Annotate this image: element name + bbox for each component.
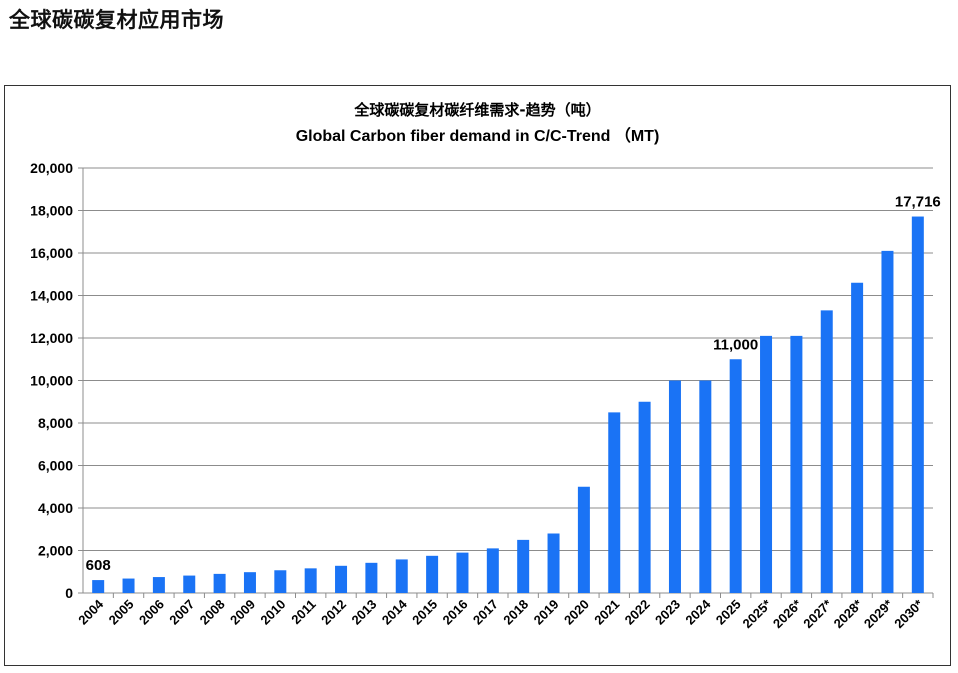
x-tick-label: 2022	[622, 597, 653, 628]
y-tick-label: 10,000	[30, 373, 73, 389]
x-tick-label: 2014	[379, 596, 411, 628]
y-tick-label: 8,000	[38, 415, 73, 431]
x-tick-label: 2013	[348, 597, 379, 628]
data-label: 11,000	[713, 336, 758, 353]
y-tick-label: 18,000	[30, 203, 73, 219]
x-tick-label: 2011	[288, 597, 319, 628]
x-tick-label: 2004	[75, 596, 107, 628]
x-tick-label: 2030*	[891, 596, 926, 631]
x-tick-label: 2017	[470, 597, 501, 628]
bar	[243, 572, 256, 593]
bar	[395, 559, 408, 593]
x-tick-label: 2012	[318, 597, 349, 628]
x-tick-label: 2020	[561, 597, 592, 628]
data-label: 608	[86, 557, 111, 574]
chart-subtitle: Global Carbon fiber demand in C/C-Trend …	[295, 128, 660, 145]
bar	[456, 552, 469, 593]
bar	[122, 578, 135, 593]
bar	[183, 575, 196, 593]
y-tick-label: 4,000	[38, 500, 73, 516]
bar	[304, 568, 317, 593]
x-tick-label: 2009	[227, 597, 258, 628]
x-tick-label: 2008	[197, 597, 228, 628]
x-tick-label: 2007	[166, 597, 197, 628]
chart-title: 全球碳碳复材碳纤维需求-趋势（吨）	[354, 101, 601, 119]
x-tick-label: 2015	[409, 597, 440, 628]
bar	[92, 580, 105, 593]
bar	[274, 570, 287, 593]
x-tick-label: 2010	[257, 597, 288, 628]
bar	[152, 577, 165, 593]
page-heading: 全球碳碳复材应用市场	[9, 8, 224, 32]
y-tick-label: 16,000	[30, 245, 73, 261]
bar	[881, 250, 894, 593]
y-tick-label: 20,000	[30, 160, 73, 176]
bar	[638, 401, 651, 593]
x-tick-label: 2006	[136, 597, 167, 628]
bar	[790, 335, 803, 593]
bar	[547, 533, 560, 593]
x-tick-label: 2024	[682, 596, 714, 628]
x-tick-label: 2026*	[770, 596, 805, 631]
bar	[486, 548, 499, 593]
x-tick-label: 2016	[440, 597, 471, 628]
bar	[851, 282, 864, 593]
x-tick-label: 2028*	[831, 596, 866, 631]
x-tick-label: 2023	[652, 597, 683, 628]
bar	[668, 380, 681, 593]
x-tick-label: 2021	[591, 597, 622, 628]
bar	[335, 565, 348, 593]
x-tick-label: 2019	[531, 597, 562, 628]
y-tick-label: 14,000	[30, 288, 73, 304]
y-tick-label: 2,000	[38, 543, 73, 559]
bar	[517, 539, 530, 593]
bar	[760, 335, 773, 593]
x-tick-label: 2025*	[740, 596, 775, 631]
x-tick-label: 2005	[106, 597, 137, 628]
x-tick-label: 2027*	[800, 596, 835, 631]
bar	[699, 380, 712, 593]
bar	[577, 486, 590, 593]
y-tick-label: 6,000	[38, 458, 73, 474]
bar	[213, 573, 226, 593]
data-label: 17,716	[895, 194, 941, 211]
bar	[911, 216, 924, 593]
y-tick-label: 12,000	[30, 330, 73, 346]
x-tick-label: 2029*	[861, 596, 896, 631]
bar	[365, 562, 378, 593]
bar	[426, 555, 439, 593]
bar	[608, 412, 621, 593]
bar	[729, 359, 742, 593]
bar-chart: 0 2,000 4,000 6,000 8,000 10,000 12,000 14,000 1…	[30, 160, 941, 631]
bar	[820, 310, 833, 593]
x-tick-label: 2025	[713, 597, 744, 628]
y-tick-label: 0	[65, 585, 73, 601]
x-tick-label: 2018	[500, 597, 531, 628]
chart-frame: 全球碳碳复材碳纤维需求-趋势（吨） Global Carbon fiber de…	[4, 85, 951, 666]
